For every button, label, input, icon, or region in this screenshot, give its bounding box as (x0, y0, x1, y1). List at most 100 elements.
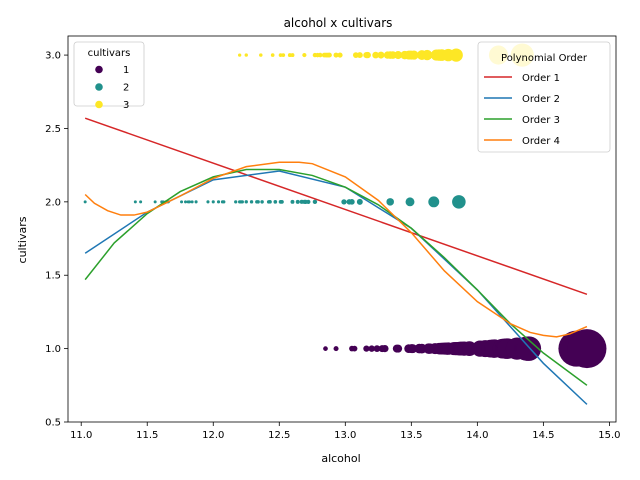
x-tick-label: 15.0 (598, 430, 620, 441)
plot-area (83, 43, 607, 405)
legend-label-3: 3 (123, 100, 129, 111)
legend-label-2: 2 (123, 83, 129, 94)
x-tick-label: 13.0 (334, 430, 356, 441)
legend-polynomial-box (477, 41, 611, 153)
scatter-point-cultivar-2 (234, 200, 238, 204)
scatter-point-cultivar-3 (449, 48, 463, 62)
scatter-point-cultivar-3 (302, 53, 307, 58)
scatter-point-cultivar-3 (327, 52, 332, 58)
scatter-point-cultivar-3 (238, 53, 242, 57)
fit-line-order-4 (84, 161, 588, 338)
scatter-point-cultivar-3 (394, 51, 403, 60)
scatter-point-cultivar-2 (190, 200, 194, 204)
scatter-point-cultivar-1 (323, 346, 328, 351)
scatter-point-cultivar-2 (194, 200, 198, 204)
scatter-point-cultivar-1 (373, 345, 381, 353)
scatter-point-cultivar-2 (341, 199, 347, 205)
scatter-point-cultivar-3 (317, 52, 323, 58)
scatter-point-cultivar-2 (290, 199, 295, 204)
scatter-point-cultivar-3 (278, 53, 283, 57)
scatter-point-cultivar-3 (377, 51, 385, 59)
scatter-point-cultivar-1 (567, 329, 607, 369)
legend-line-label-4: Order 4 (522, 136, 560, 147)
scatter-point-cultivar-2 (153, 200, 157, 204)
scatter-point-cultivar-2 (273, 200, 278, 204)
scatter-point-cultivar-1 (351, 345, 358, 352)
scatter-point-cultivar-3 (409, 50, 419, 60)
scatter-point-cultivar-2 (349, 199, 355, 205)
legend-label-1: 1 (123, 65, 129, 76)
scatter-point-cultivar-2 (306, 199, 311, 204)
scatter-point-cultivar-1 (368, 345, 375, 352)
x-tick-label: 11.5 (136, 430, 158, 441)
legend-marker-2 (95, 83, 103, 91)
legend-cultivars: cultivars 1 2 3 (73, 41, 145, 111)
scatter-point-cultivar-2 (280, 199, 284, 204)
scatter-point-cultivar-2 (312, 199, 318, 205)
scatter-point-cultivar-2 (206, 200, 210, 204)
x-tick-label: 14.5 (532, 430, 554, 441)
fit-line-order-1 (84, 117, 588, 296)
scatter-point-cultivar-3 (333, 52, 339, 58)
scatter-point-cultivar-3 (270, 53, 275, 57)
chart-title: alcohol x cultivars (284, 16, 393, 30)
scatter-point-cultivar-2 (260, 200, 264, 204)
legend-marker-1 (95, 65, 103, 74)
scatter-point-cultivar-2 (356, 198, 363, 205)
scatter-point-cultivar-3 (244, 53, 248, 57)
scatter-point-cultivar-1 (408, 344, 418, 354)
x-tick-label: 12.5 (268, 430, 290, 441)
y-tick-label: 1.5 (45, 271, 61, 282)
scatter-point-cultivar-2 (187, 200, 192, 204)
scatter-point-cultivar-3 (356, 52, 363, 59)
scatter-point-cultivar-2 (216, 200, 221, 204)
scatter-point-cultivar-2 (222, 200, 226, 204)
x-tick-label: 12.0 (202, 430, 224, 441)
y-tick-label: 1.0 (45, 344, 61, 355)
scatter-point-cultivar-2 (256, 200, 260, 204)
scatter-point-cultivar-1 (381, 345, 389, 353)
scatter-point-cultivar-3 (337, 52, 343, 58)
legend-marker-3 (95, 100, 103, 109)
scatter-point-cultivar-2 (386, 198, 394, 206)
legend-line-label-2: Order 2 (522, 94, 560, 105)
scatter-point-cultivar-2 (452, 195, 466, 209)
scatter-point-cultivar-2 (240, 200, 244, 204)
scatter-point-cultivar-3 (372, 51, 380, 59)
scatter-point-cultivar-3 (259, 53, 263, 57)
x-tick-label: 14.0 (466, 430, 488, 441)
legend-polynomial-order: Polynomial Order Order 1 Order 2 Order 3 Ord… (477, 41, 611, 153)
scatter-point-cultivar-2 (428, 196, 440, 208)
x-tick-label: 13.5 (400, 430, 422, 441)
scatter-point-cultivar-3 (290, 53, 295, 58)
plot-frame (67, 35, 617, 423)
y-axis-label: cultivars (16, 216, 29, 263)
scatter-point-cultivar-2 (139, 200, 143, 204)
scatter-point-cultivar-2 (268, 200, 272, 204)
scatter-point-cultivar-2 (295, 199, 300, 204)
scatter-point-cultivar-3 (364, 51, 371, 59)
scatter-point-cultivar-1 (333, 346, 339, 352)
scatter-point-cultivar-1 (394, 344, 403, 353)
fit-line-order-3 (84, 168, 588, 386)
scatter-point-cultivar-2 (180, 200, 184, 204)
legend-line-label-1: Order 1 (522, 73, 560, 84)
scatter-point-cultivar-3 (281, 53, 286, 57)
y-tick-label: 3.0 (45, 51, 61, 62)
legend-line-label-3: Order 3 (522, 115, 560, 126)
scatter-point-cultivar-2 (83, 200, 87, 204)
x-axis-label: alcohol (321, 452, 360, 465)
scatter-point-cultivar-2 (211, 200, 215, 204)
scatter-point-cultivar-2 (249, 200, 254, 204)
scatter-point-cultivar-2 (133, 200, 137, 204)
scatter-point-cultivar-1 (363, 345, 370, 352)
legend-polynomial-title: Polynomial Order (501, 53, 588, 64)
legend-cultivars-box (73, 41, 145, 107)
scatter-point-cultivar-3 (422, 49, 433, 61)
y-tick-label: 2.0 (45, 197, 61, 208)
legend-cultivars-title: cultivars (88, 48, 131, 59)
y-tick-label: 2.5 (45, 124, 61, 135)
x-tick-label: 11.0 (70, 430, 92, 441)
scatter-point-cultivar-2 (405, 197, 415, 207)
